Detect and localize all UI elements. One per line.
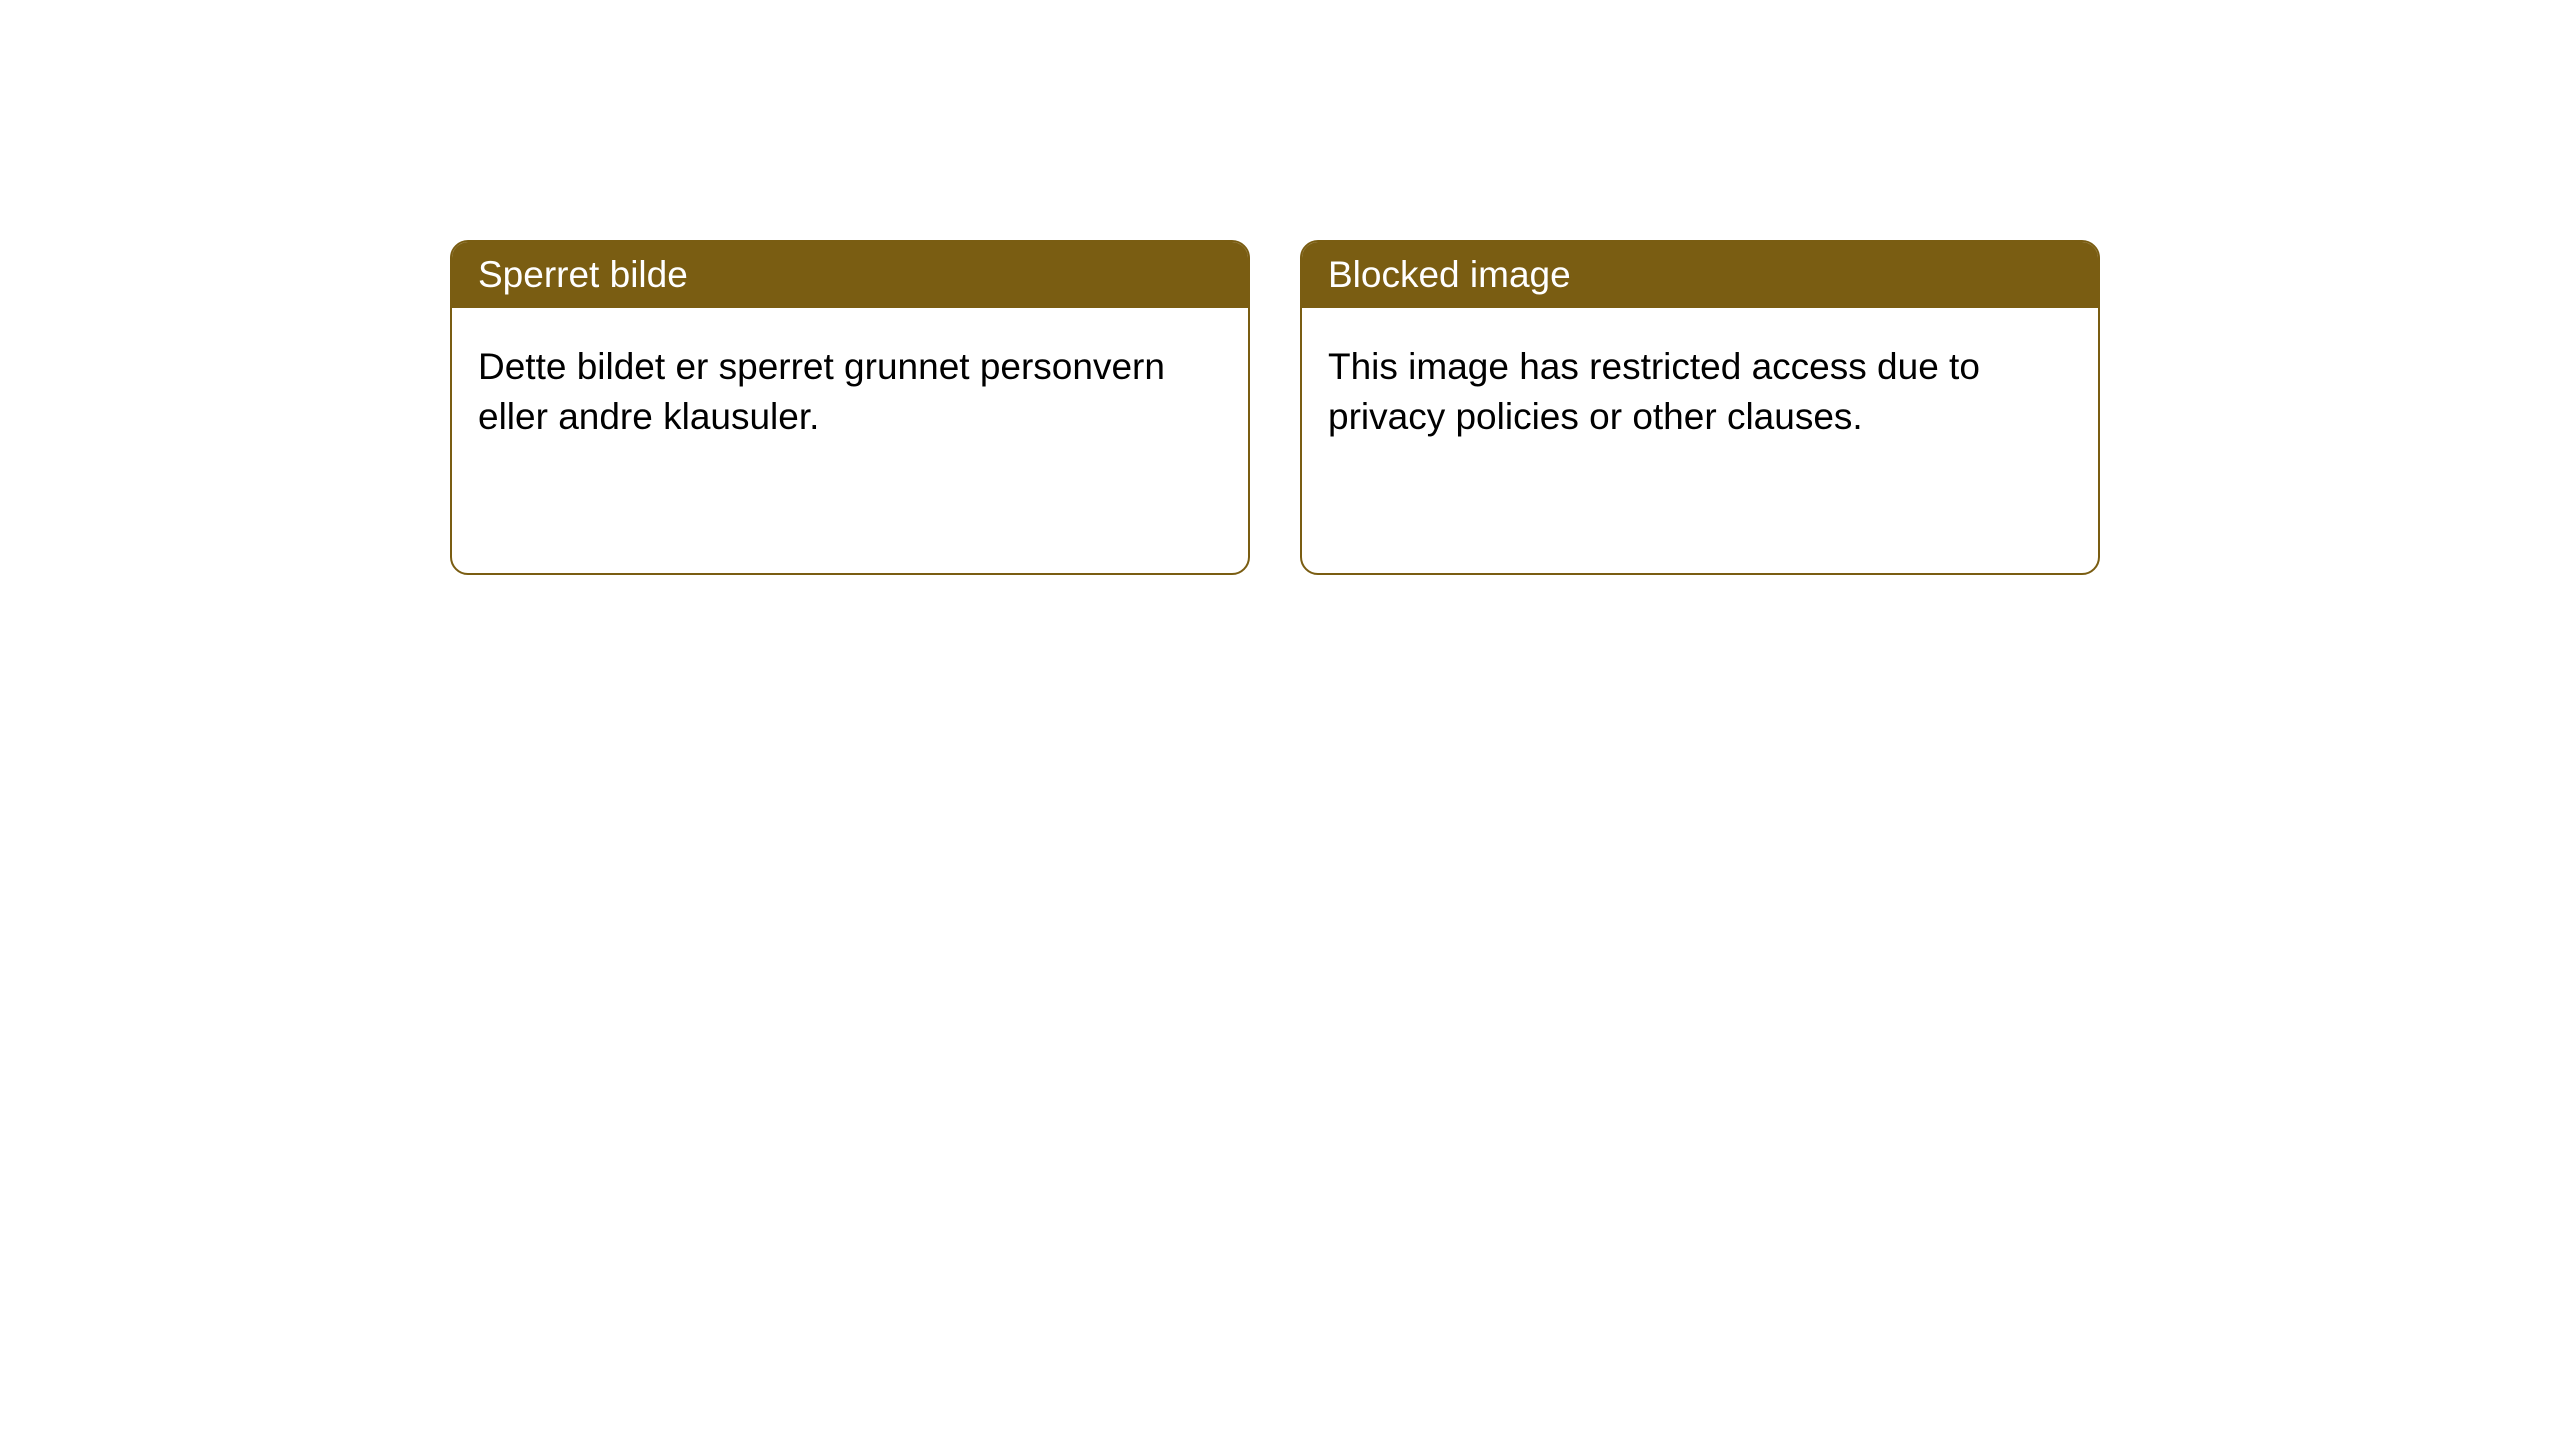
notice-body-text: Dette bildet er sperret grunnet personve… — [478, 346, 1165, 437]
notice-header: Sperret bilde — [452, 242, 1248, 308]
notice-card-english: Blocked image This image has restricted … — [1300, 240, 2100, 575]
notice-body-text: This image has restricted access due to … — [1328, 346, 1980, 437]
notice-header: Blocked image — [1302, 242, 2098, 308]
notice-body: This image has restricted access due to … — [1302, 308, 2098, 476]
notice-body: Dette bildet er sperret grunnet personve… — [452, 308, 1248, 476]
notice-container: Sperret bilde Dette bildet er sperret gr… — [0, 0, 2560, 575]
notice-title: Sperret bilde — [478, 254, 688, 295]
notice-title: Blocked image — [1328, 254, 1571, 295]
notice-card-norwegian: Sperret bilde Dette bildet er sperret gr… — [450, 240, 1250, 575]
